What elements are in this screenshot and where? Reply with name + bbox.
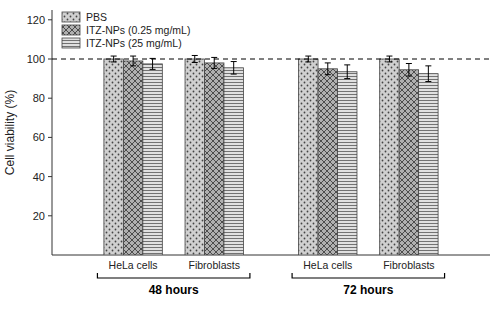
y-axis: 20 40 60 80 100 120 xyxy=(27,10,490,255)
y-tick xyxy=(48,215,52,216)
legend-swatch xyxy=(62,12,80,22)
legend: PBSITZ-NPs (0.25 mg/mL)ITZ-NPs (25 mg/mL… xyxy=(62,11,190,49)
y-tick-label: 40 xyxy=(33,171,45,183)
error-bar xyxy=(344,65,350,79)
group-bracket xyxy=(292,273,444,278)
x-tick-label: HeLa cells xyxy=(109,259,158,271)
y-axis-label: Cell viability (%) xyxy=(3,90,17,175)
error-bar xyxy=(406,64,412,77)
error-bar xyxy=(211,57,217,68)
bar xyxy=(399,70,418,255)
y-axis-line xyxy=(52,10,53,255)
group-label: 72 hours xyxy=(343,283,393,297)
bar xyxy=(338,72,357,255)
legend-swatch xyxy=(62,38,80,48)
y-tick xyxy=(48,98,52,99)
legend-label: PBS xyxy=(86,11,107,23)
bar xyxy=(104,59,123,255)
x-tick-label: Fibroblasts xyxy=(383,259,434,271)
y-tick-label: 60 xyxy=(33,131,45,143)
group-label: 48 hours xyxy=(149,283,199,297)
bar xyxy=(185,59,204,255)
bar xyxy=(318,69,337,255)
error-bar xyxy=(111,56,117,62)
y-tick-label: 120 xyxy=(27,14,45,26)
y-tick xyxy=(48,19,52,20)
bars xyxy=(52,55,490,255)
bar xyxy=(143,64,162,255)
error-bar xyxy=(192,55,198,62)
error-bar xyxy=(231,62,237,75)
y-tick xyxy=(48,176,52,177)
y-tick xyxy=(48,137,52,138)
bar xyxy=(299,59,318,255)
group-bracket xyxy=(97,273,249,278)
error-bar xyxy=(130,56,136,66)
error-bar xyxy=(386,56,392,62)
bar xyxy=(204,63,223,255)
bar xyxy=(380,59,399,255)
error-bar xyxy=(150,58,156,69)
x-tick-label: Fibroblasts xyxy=(189,259,240,271)
error-bar xyxy=(425,66,431,82)
chart: 20 40 60 80 100 120 Cell viability (%) HeLa cel… xyxy=(0,0,500,315)
error-bar xyxy=(325,63,331,75)
legend-swatch xyxy=(62,25,80,35)
y-tick xyxy=(48,59,52,60)
y-tick-label: 100 xyxy=(27,53,45,65)
legend-label: ITZ-NPs (0.25 mg/mL) xyxy=(86,24,190,36)
legend-label: ITZ-NPs (25 mg/mL) xyxy=(86,37,182,49)
x-tick-label: HeLa cells xyxy=(303,259,352,271)
error-bar xyxy=(305,56,311,62)
bar xyxy=(419,74,438,255)
y-tick-label: 20 xyxy=(33,210,45,222)
bar xyxy=(123,61,142,255)
bar xyxy=(224,68,243,255)
y-tick-label: 80 xyxy=(33,92,45,104)
reference-line xyxy=(52,59,490,60)
